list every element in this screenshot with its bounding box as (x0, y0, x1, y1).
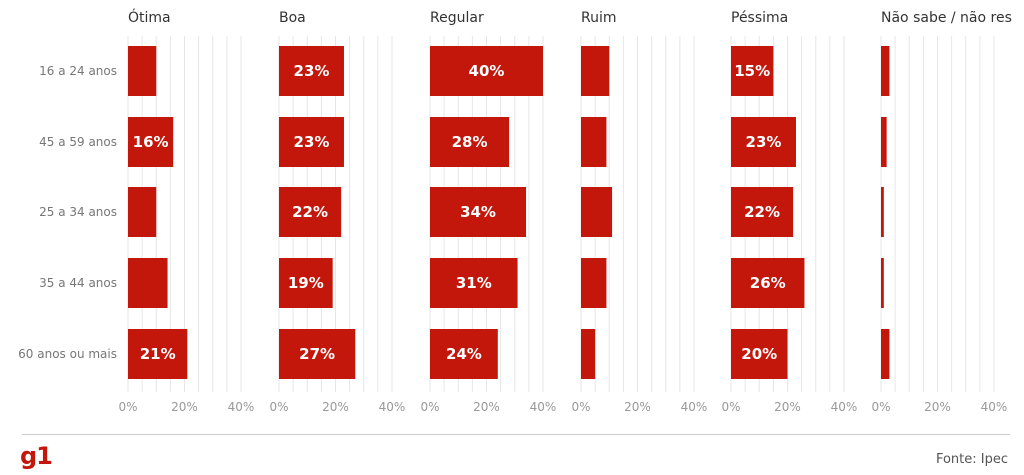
row-label: 45 a 59 anos (39, 135, 117, 149)
panel-title: Ruim (581, 10, 617, 26)
bar (581, 329, 596, 379)
bar (279, 258, 333, 308)
tick-label: 20% (624, 400, 651, 414)
data-label: 23% (746, 133, 782, 151)
bar (430, 117, 510, 167)
bar (279, 329, 356, 379)
small-multiples-bar-chart: 16 a 24 anos 45 a 59 anos 25 a 34 anos 35 a… (18, 8, 1012, 414)
data-label: 22% (744, 203, 780, 221)
bar (430, 187, 527, 237)
bar (128, 46, 157, 96)
data-label: 16% (133, 133, 169, 151)
bar (881, 187, 884, 237)
bar (430, 258, 518, 308)
bar (881, 329, 890, 379)
tick-label: 40% (228, 400, 255, 414)
data-label: 23% (294, 62, 330, 80)
bar (279, 46, 344, 96)
bar (279, 187, 342, 237)
data-label: 34% (460, 203, 496, 221)
data-label: 40% (469, 62, 505, 80)
panel-title: Não sabe / não res (881, 10, 1012, 26)
data-label: 26% (750, 274, 786, 292)
bar (731, 258, 805, 308)
data-label: 20% (741, 345, 777, 363)
data-label: 24% (446, 345, 482, 363)
data-label: 15% (734, 62, 770, 80)
tick-label: 20% (473, 400, 500, 414)
panel-title: Ótima (128, 8, 171, 26)
tick-label: 20% (322, 400, 349, 414)
g1-logo: g1 (20, 442, 53, 470)
data-label: 31% (456, 274, 492, 292)
bar (430, 46, 543, 96)
footer-divider (22, 434, 1010, 435)
bar (881, 117, 887, 167)
bar (881, 46, 890, 96)
tick-label: 0% (871, 400, 890, 414)
bar (430, 329, 498, 379)
data-label: 19% (288, 274, 324, 292)
data-label: 28% (452, 133, 488, 151)
tick-label: 0% (420, 400, 439, 414)
tick-label: 40% (379, 400, 406, 414)
panel-title: Boa (279, 10, 306, 26)
bar (581, 117, 607, 167)
tick-label: 40% (530, 400, 557, 414)
tick-label: 20% (171, 400, 198, 414)
tick-label: 0% (269, 400, 288, 414)
bar (581, 187, 613, 237)
bar (731, 46, 774, 96)
tick-label: 0% (118, 400, 137, 414)
tick-label: 20% (924, 400, 951, 414)
row-label: 25 a 34 anos (39, 205, 117, 219)
bar (881, 258, 884, 308)
tick-label: 0% (721, 400, 740, 414)
row-label: 60 anos ou mais (18, 347, 117, 361)
tick-label: 20% (774, 400, 801, 414)
tick-label: 40% (681, 400, 708, 414)
data-label: 23% (294, 133, 330, 151)
data-label: 27% (299, 345, 335, 363)
bar (128, 187, 157, 237)
tick-label: 40% (981, 400, 1008, 414)
bar (128, 329, 188, 379)
panel-title: Regular (430, 10, 484, 26)
bar (581, 258, 607, 308)
row-label: 16 a 24 anos (39, 64, 117, 78)
tick-label: 0% (571, 400, 590, 414)
row-label: 35 a 44 anos (39, 276, 117, 290)
bar (731, 117, 796, 167)
bar (581, 46, 610, 96)
data-label: 22% (292, 203, 328, 221)
tick-label: 40% (831, 400, 858, 414)
bar (279, 117, 344, 167)
bar (731, 329, 788, 379)
bar (731, 187, 794, 237)
bar (128, 258, 168, 308)
source-note: Fonte: Ipec (935, 452, 1008, 467)
panel-title: Péssima (731, 10, 788, 26)
bar (128, 117, 174, 167)
data-label: 21% (140, 345, 176, 363)
